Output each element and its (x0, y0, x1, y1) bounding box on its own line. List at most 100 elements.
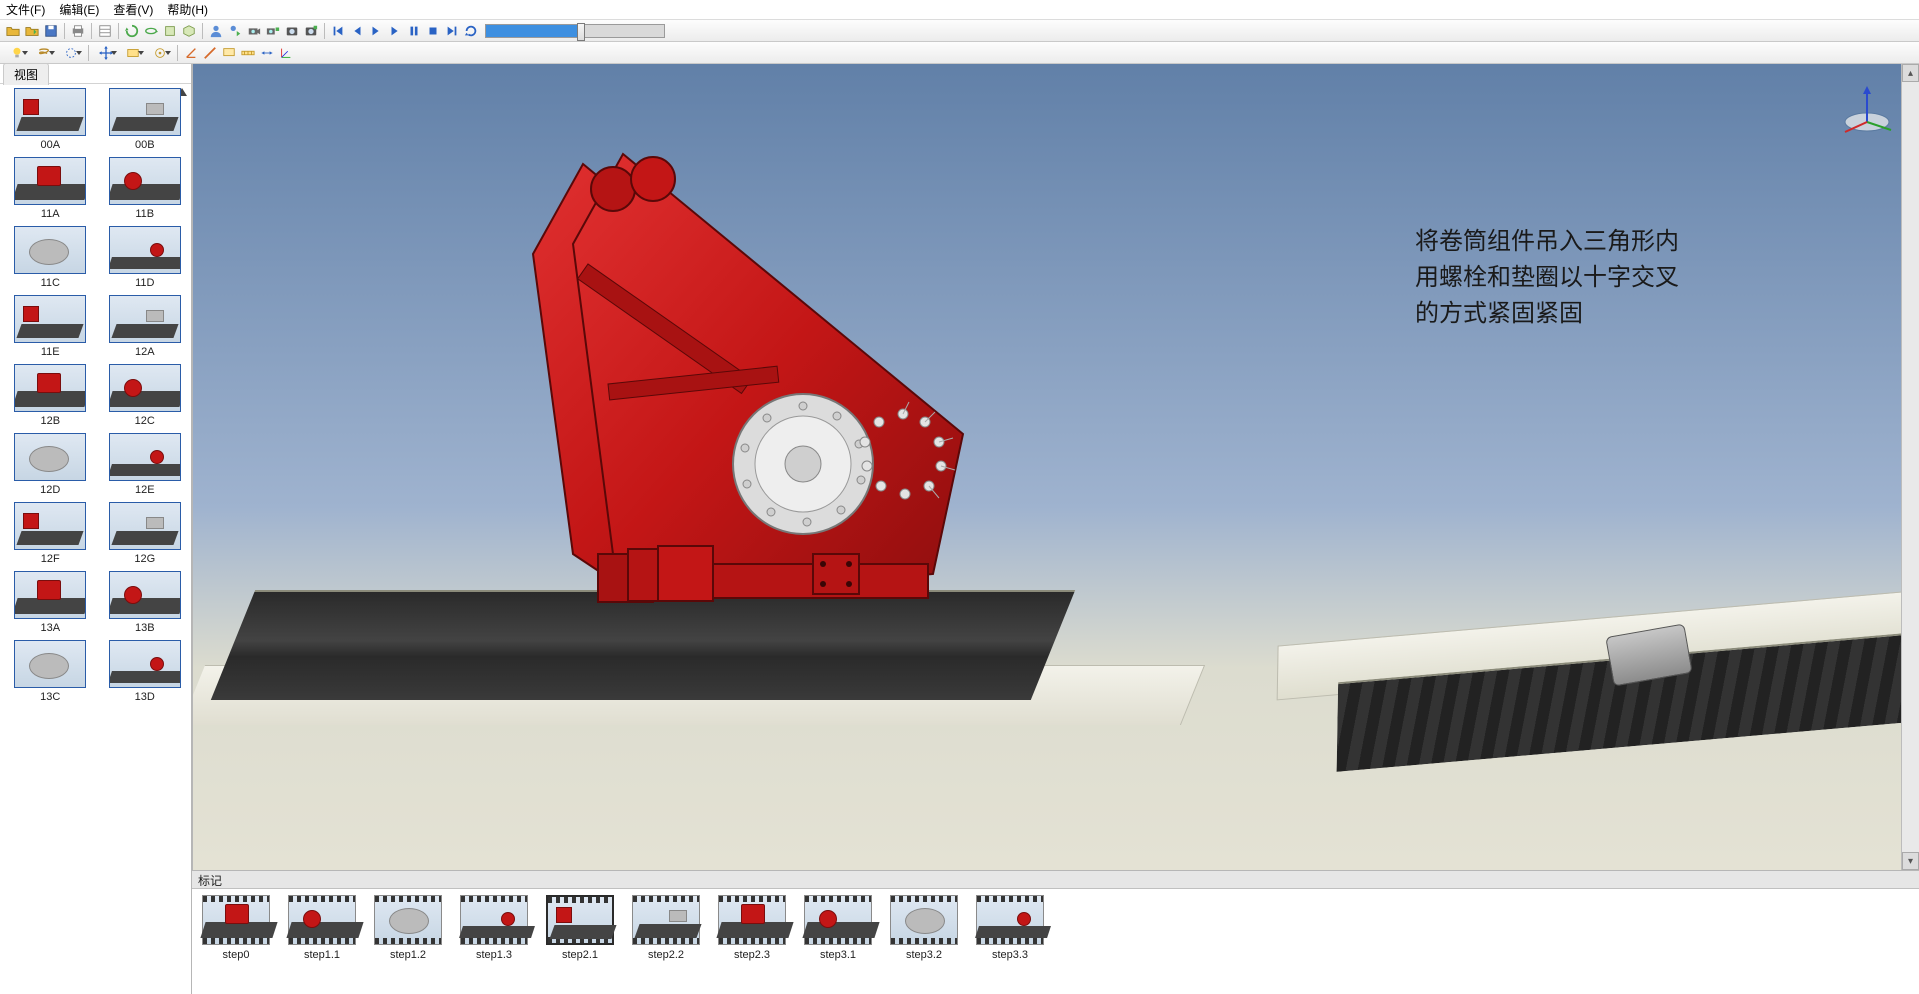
properties-icon[interactable] (96, 22, 114, 40)
prev-icon[interactable] (348, 22, 366, 40)
rotate3d-icon[interactable] (142, 22, 160, 40)
thumbnail-item[interactable]: 13B (101, 571, 190, 634)
thumbnail-item[interactable]: 12E (101, 433, 190, 496)
thumbnail-item[interactable]: 12D (6, 433, 95, 496)
scroll-down-icon[interactable]: ▾ (1902, 852, 1919, 870)
move-dropdown-icon[interactable] (93, 44, 119, 62)
sidebar-tab-views[interactable]: 视图 (3, 63, 49, 85)
skip-first-icon[interactable] (329, 22, 347, 40)
thumbnail-label: 12A (135, 346, 155, 358)
note-icon[interactable] (220, 44, 238, 62)
pause-icon[interactable] (405, 22, 423, 40)
angle-icon[interactable] (182, 44, 200, 62)
dim-icon[interactable] (258, 44, 276, 62)
thumbnail-preview (109, 433, 181, 481)
timeline-slider[interactable] (485, 24, 665, 38)
thumbnail-label: 12E (135, 484, 155, 496)
step-item[interactable]: step3.2 (890, 895, 958, 961)
line-icon[interactable] (201, 44, 219, 62)
step-item[interactable]: step1.2 (374, 895, 442, 961)
step-item[interactable]: step0 (202, 895, 270, 961)
menu-file[interactable]: 文件(F) (6, 1, 45, 18)
thumbnail-item[interactable]: 00A (6, 88, 95, 151)
step-item[interactable]: step2.1 (546, 895, 614, 961)
thumbnail-item[interactable]: 11A (6, 157, 95, 220)
save-icon[interactable] (42, 22, 60, 40)
step-preview (976, 895, 1044, 945)
scroll-up-icon[interactable]: ▴ (1902, 64, 1919, 82)
separator (324, 23, 325, 39)
snapshot-icon[interactable] (283, 22, 301, 40)
thumbnail-item[interactable]: 00B (101, 88, 190, 151)
open-icon[interactable] (4, 22, 22, 40)
step-label: step2.2 (648, 949, 684, 961)
snapshot2-icon[interactable] (302, 22, 320, 40)
toolbar-row-1 (0, 20, 1919, 42)
separator (91, 23, 92, 39)
thumbnail-item[interactable]: 13A (6, 571, 95, 634)
loop-icon[interactable] (462, 22, 480, 40)
play-icon[interactable] (367, 22, 385, 40)
measure-icon[interactable] (239, 44, 257, 62)
circle-select-dropdown-icon[interactable] (58, 44, 84, 62)
sidebar-scroll[interactable]: 00A00B11A11B11C11D11E12A12B12C12D12E12F1… (0, 84, 191, 994)
step-label: step3.1 (820, 949, 856, 961)
stop-icon[interactable] (424, 22, 442, 40)
step-item[interactable]: step3.3 (976, 895, 1044, 961)
undo3d-icon[interactable] (123, 22, 141, 40)
step-preview (632, 895, 700, 945)
user-icon[interactable] (207, 22, 225, 40)
import-icon[interactable] (23, 22, 41, 40)
thumbnail-item[interactable]: 11B (101, 157, 190, 220)
view-triad-icon[interactable] (1837, 82, 1897, 142)
axis-icon[interactable] (277, 44, 295, 62)
thumbnail-preview (109, 157, 181, 205)
thumbnail-label: 12G (134, 553, 155, 565)
light-dropdown-icon[interactable] (4, 44, 30, 62)
step-preview (804, 895, 872, 945)
menu-view[interactable]: 查看(V) (113, 1, 153, 18)
next-icon[interactable] (386, 22, 404, 40)
thumbnail-item[interactable]: 13C (6, 640, 95, 703)
front-view-icon[interactable] (161, 22, 179, 40)
viewport-scrollbar[interactable]: ▴ ▾ (1901, 64, 1919, 870)
timeline-thumb[interactable] (577, 23, 585, 41)
skip-last-icon[interactable] (443, 22, 461, 40)
thumbnail-item[interactable]: 11D (101, 226, 190, 289)
thumbnail-item[interactable]: 12G (101, 502, 190, 565)
step-label: step3.2 (906, 949, 942, 961)
red-triangle-assembly (423, 134, 983, 614)
step-preview (890, 895, 958, 945)
sidebar-tabbar: 视图 (0, 64, 191, 84)
step-item[interactable]: step1.1 (288, 895, 356, 961)
target-dropdown-icon[interactable] (147, 44, 173, 62)
separator (118, 23, 119, 39)
import-user-icon[interactable] (226, 22, 244, 40)
step-label: step2.3 (734, 949, 770, 961)
thumbnail-item[interactable]: 12F (6, 502, 95, 565)
lasso-dropdown-icon[interactable] (31, 44, 57, 62)
thumbnail-item[interactable]: 11E (6, 295, 95, 358)
thumbnail-item[interactable]: 12B (6, 364, 95, 427)
viewport-3d[interactable]: 将卷筒组件吊入三角形内 用螺栓和垫圈以十字交叉 的方式紧固紧固 (192, 64, 1919, 870)
thumbnail-item[interactable]: 12C (101, 364, 190, 427)
print-icon[interactable] (69, 22, 87, 40)
annotation-text: 将卷筒组件吊入三角形内 用螺栓和垫圈以十字交叉 的方式紧固紧固 (1415, 224, 1679, 332)
step-item[interactable]: step3.1 (804, 895, 872, 961)
menu-help[interactable]: 帮助(H) (167, 1, 208, 18)
thumbnail-preview (14, 295, 86, 343)
camera-icon[interactable] (245, 22, 263, 40)
rect-dropdown-icon[interactable] (120, 44, 146, 62)
iso-view-icon[interactable] (180, 22, 198, 40)
thumbnail-label: 12C (135, 415, 155, 427)
step-strip[interactable]: step0 step1.1 step1.2 step1.3 step2.1 step2.2… (192, 888, 1919, 994)
thumbnail-item[interactable]: 11C (6, 226, 95, 289)
thumbnail-item[interactable]: 12A (101, 295, 190, 358)
strip-title: 标记 (192, 870, 1919, 888)
thumbnail-item[interactable]: 13D (101, 640, 190, 703)
step-item[interactable]: step2.3 (718, 895, 786, 961)
step-item[interactable]: step1.3 (460, 895, 528, 961)
step-item[interactable]: step2.2 (632, 895, 700, 961)
menu-edit[interactable]: 编辑(E) (59, 1, 99, 18)
camera2-icon[interactable] (264, 22, 282, 40)
